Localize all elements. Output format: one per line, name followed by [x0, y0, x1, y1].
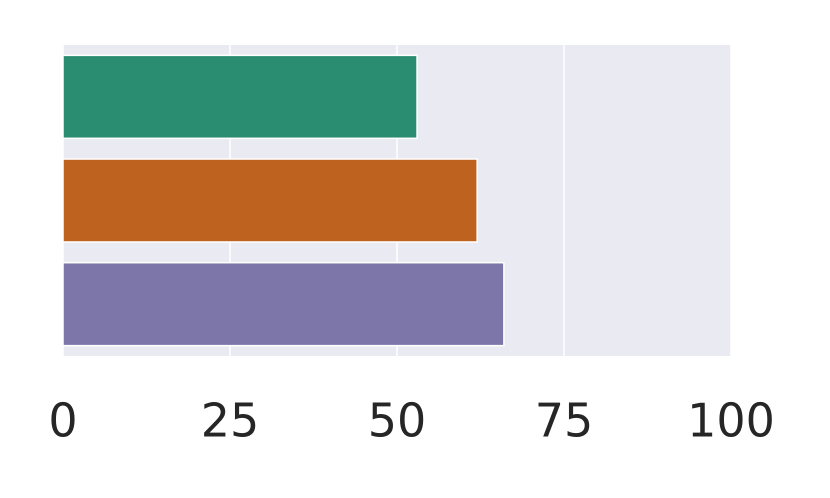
x-tick-label: 25 — [201, 394, 260, 448]
x-tick-label: 50 — [368, 394, 427, 448]
x-tick-label: 0 — [48, 394, 77, 448]
bar — [62, 261, 505, 347]
bar — [62, 158, 478, 243]
bar — [62, 54, 418, 140]
x-tick-label: 75 — [535, 394, 594, 448]
x-tick-label: 100 — [687, 394, 775, 448]
